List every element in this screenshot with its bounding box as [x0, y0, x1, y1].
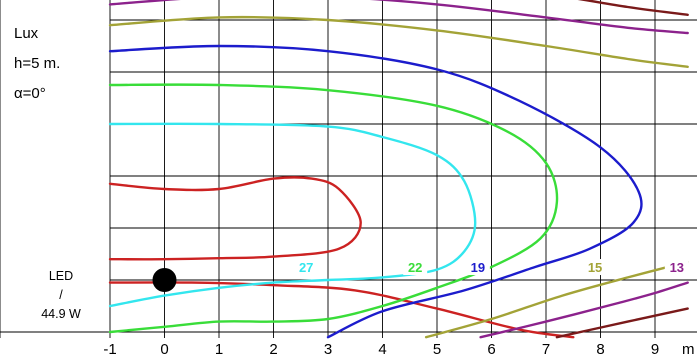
x-tick-label: 6: [487, 341, 495, 358]
contour-line-2: [108, 176, 362, 261]
contour-label-background: [294, 259, 319, 276]
contour-labels: 27 22 19 15 13: [294, 259, 689, 276]
lamp-separator-label: /: [59, 288, 63, 302]
x-tick-label: 8: [596, 341, 604, 358]
contour-line-8: [108, 0, 689, 35]
contour-line-5: [108, 44, 643, 339]
x-tick-label: 9: [651, 341, 659, 358]
contour-label-22: 22: [408, 260, 422, 275]
contour-lines: [108, 0, 689, 339]
contour-line-10: [577, 0, 689, 16]
contour-label-19: 19: [471, 260, 485, 275]
contour-label-15: 15: [588, 260, 602, 275]
x-axis-ticks: -1 0 1 2 3 4 5 6 7 8 9: [103, 341, 659, 358]
contour-label-27: 27: [299, 260, 313, 275]
x-tick-label: 5: [433, 341, 441, 358]
lamp-power-label: 44.9 W: [41, 307, 81, 321]
contour-label-background: [583, 259, 608, 276]
height-label: h=5 m.: [14, 55, 60, 72]
contour-line-7: [424, 260, 689, 339]
contour-label-background: [664, 259, 689, 276]
x-tick-label: 2: [269, 341, 277, 358]
lamp-type-label: LED: [49, 269, 73, 283]
contour-line-9: [479, 281, 689, 339]
angle-label: α=0°: [14, 85, 46, 102]
x-tick-label: 4: [378, 341, 386, 358]
x-tick-label: 1: [215, 341, 223, 358]
contour-label-background: [465, 259, 490, 276]
contour-line-11: [555, 307, 689, 339]
x-tick-label: -1: [103, 341, 116, 358]
luminaire: [152, 268, 177, 292]
contour-label-background: [403, 259, 428, 276]
x-tick-label: 3: [324, 341, 332, 358]
contour-label-13: 13: [670, 260, 684, 275]
x-axis-unit-label: m: [682, 341, 695, 358]
unit-label: Lux: [14, 25, 39, 42]
luminaire-marker: [152, 268, 177, 292]
contour-line-3: [108, 122, 477, 308]
contour-line-4: [108, 83, 559, 334]
x-tick-label: 0: [160, 341, 168, 358]
contour-line-6: [108, 15, 689, 68]
x-tick-label: 7: [542, 341, 550, 358]
